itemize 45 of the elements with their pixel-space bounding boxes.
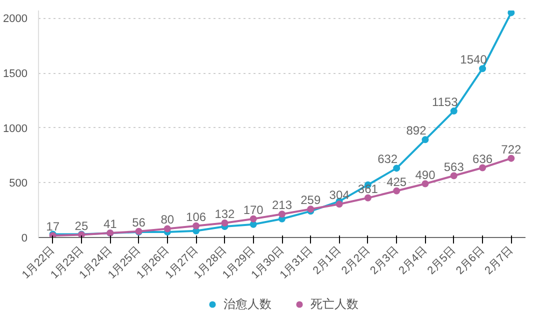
data-label: 1153 bbox=[432, 95, 458, 110]
data-label: 259 bbox=[300, 193, 321, 208]
y-tick-label: 500 bbox=[9, 178, 28, 190]
data-label: 892 bbox=[406, 124, 427, 138]
y-tick-label: 1000 bbox=[3, 122, 28, 135]
point bbox=[508, 10, 515, 16]
point bbox=[192, 222, 200, 230]
data-label: 17 bbox=[46, 220, 60, 234]
data-label: 722 bbox=[501, 142, 522, 156]
point bbox=[479, 164, 486, 172]
x-tick-label: 2月7日 bbox=[482, 244, 516, 277]
point bbox=[422, 136, 429, 144]
data-label: 304 bbox=[329, 188, 350, 202]
point bbox=[508, 154, 515, 162]
point bbox=[422, 180, 429, 188]
point bbox=[164, 225, 171, 232]
legend-label: 死亡人数 bbox=[310, 296, 358, 312]
data-label: 425 bbox=[386, 174, 407, 189]
data-label: 213 bbox=[272, 198, 292, 212]
data-label: 25 bbox=[74, 218, 88, 233]
y-tick-label: 0 bbox=[21, 232, 28, 244]
data-label: 41 bbox=[103, 217, 118, 232]
data-label: 563 bbox=[444, 160, 464, 174]
data-label: 636 bbox=[472, 152, 493, 166]
data-label: 170 bbox=[243, 202, 264, 217]
data-label: 132 bbox=[214, 207, 236, 222]
data-label: 490 bbox=[415, 168, 436, 182]
data-label: 80 bbox=[160, 212, 174, 227]
point bbox=[278, 210, 286, 218]
legend-label: 治愈人数 bbox=[224, 296, 272, 312]
data-label: 56 bbox=[132, 215, 146, 230]
y-tick-label: 1500 bbox=[3, 68, 28, 80]
point bbox=[364, 194, 372, 202]
data-label: 1540 bbox=[460, 52, 488, 67]
data-label: 632 bbox=[378, 152, 398, 166]
point bbox=[250, 215, 257, 222]
point bbox=[393, 164, 400, 172]
point bbox=[221, 220, 228, 227]
data-label: 106 bbox=[186, 210, 206, 224]
y-tick-label: 2000 bbox=[3, 13, 28, 26]
point bbox=[479, 65, 486, 72]
point bbox=[336, 200, 343, 208]
point bbox=[393, 187, 400, 194]
point bbox=[450, 108, 458, 115]
point bbox=[450, 172, 458, 180]
